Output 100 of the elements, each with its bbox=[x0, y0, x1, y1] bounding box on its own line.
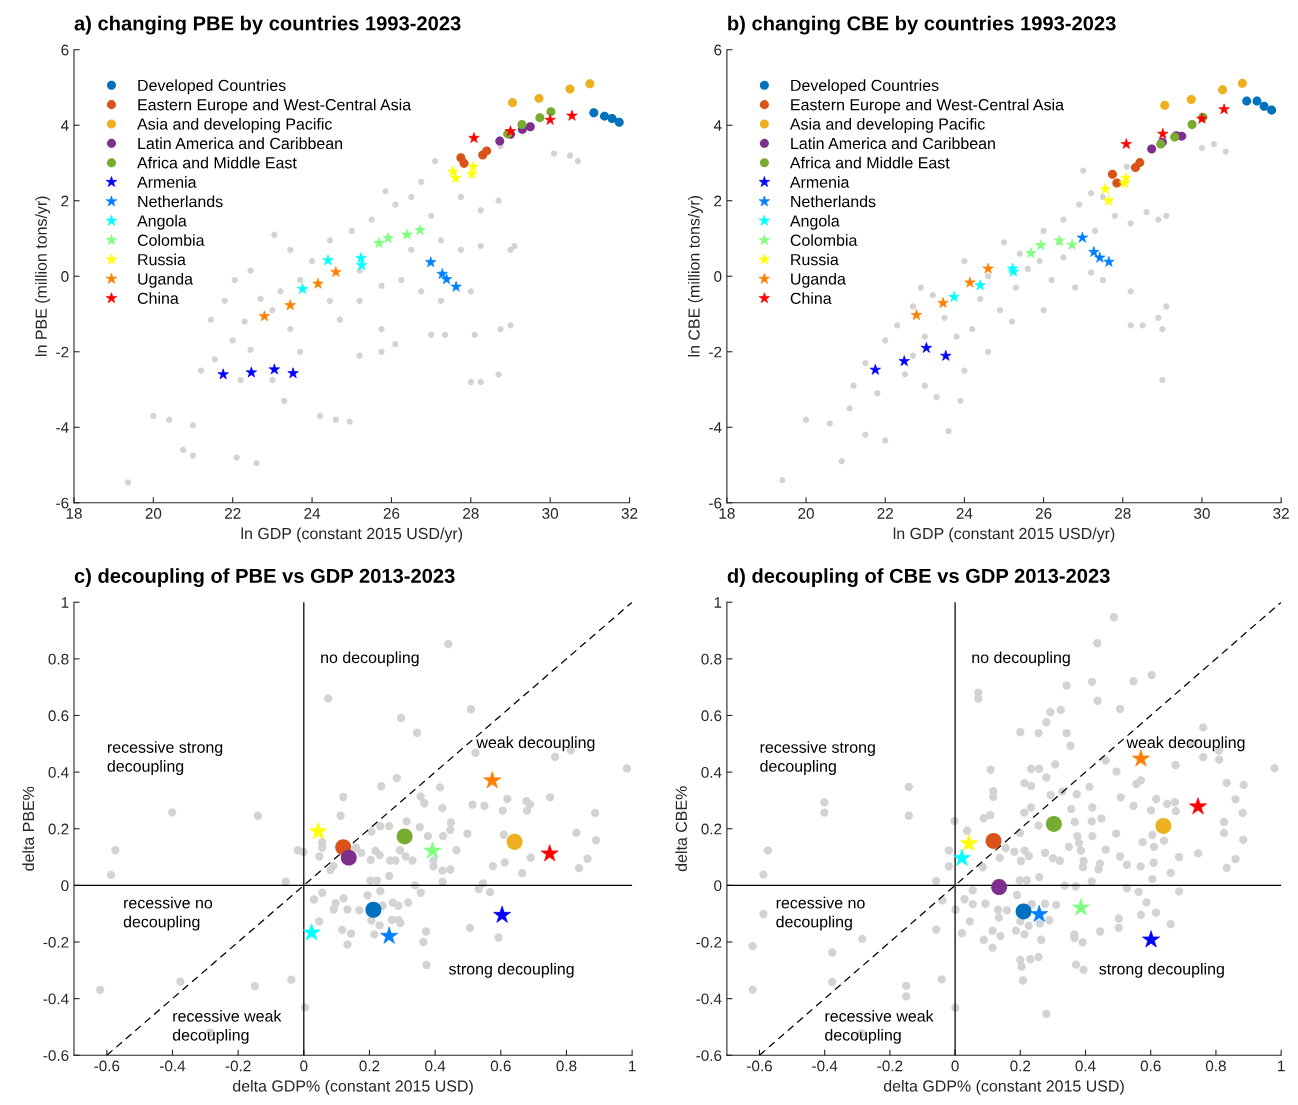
point bbox=[340, 849, 357, 866]
x-axis-title: delta GDP% (constant 2015 USD) bbox=[883, 1079, 1124, 1095]
point bbox=[535, 113, 545, 123]
x-tick-label: 20 bbox=[145, 508, 162, 519]
annotation: strong decoupling bbox=[448, 962, 574, 978]
x-tick-label: 32 bbox=[1273, 508, 1289, 519]
legend-label: Colombia bbox=[137, 234, 205, 246]
y-axis-title: delta PBE% bbox=[22, 786, 35, 871]
point bbox=[1160, 100, 1170, 110]
annotation: recessive strong decoupling bbox=[107, 741, 223, 775]
y-axis-title: ln CBE (million tons/yr) bbox=[687, 196, 703, 357]
legend-label: Colombia bbox=[790, 234, 858, 246]
legend-label: Armenia bbox=[789, 176, 850, 188]
y-tick-label: 2 bbox=[61, 195, 69, 207]
chart-title: c) decoupling of PBE vs GDP 2013-2023 bbox=[74, 568, 455, 588]
y-tick-label: 0.8 bbox=[701, 653, 722, 665]
y-tick-label: 0 bbox=[714, 880, 722, 892]
x-axis-title: ln GDP (constant 2015 USD/yr) bbox=[893, 527, 1115, 543]
legend-label: Eastern Europe and West-Central Asia bbox=[138, 98, 412, 114]
point bbox=[517, 119, 527, 129]
y-tick-label: 1 bbox=[61, 597, 69, 608]
point bbox=[600, 111, 610, 121]
x-tick-label: 0.6 bbox=[490, 1060, 511, 1072]
x-tick-label: 28 bbox=[1115, 508, 1131, 519]
x-tick-label: 20 bbox=[798, 508, 814, 519]
point bbox=[1015, 903, 1032, 920]
x-tick-label: 26 bbox=[383, 508, 400, 519]
y-tick-label: 0.4 bbox=[701, 766, 722, 778]
x-tick-label: 24 bbox=[304, 508, 321, 519]
y-tick-label: -0.4 bbox=[43, 993, 69, 1005]
legend-label: Netherlands bbox=[138, 195, 223, 208]
x-tick-label: 30 bbox=[1194, 508, 1210, 519]
y-tick-label: -2 bbox=[709, 346, 722, 358]
point bbox=[1237, 78, 1247, 88]
x-tick-label: 32 bbox=[621, 508, 638, 519]
y-tick-label: -0.2 bbox=[43, 936, 69, 948]
y-tick-label: 0 bbox=[61, 271, 69, 282]
x-tick-label: 26 bbox=[1035, 508, 1052, 519]
x-tick-label: 0.6 bbox=[1140, 1060, 1161, 1072]
x-tick-label: -0.2 bbox=[225, 1060, 251, 1072]
legend-label: Developed Countries bbox=[791, 79, 939, 95]
x-tick-label: 1 bbox=[1278, 1060, 1285, 1072]
point bbox=[1242, 96, 1252, 106]
legend-label: Eastern Europe and West-Central Asia bbox=[791, 98, 1064, 114]
point bbox=[607, 113, 617, 123]
legend-label: Netherlands bbox=[791, 195, 876, 208]
legend-label: Latin America and Caribbean bbox=[138, 137, 342, 150]
y-tick-label: -6 bbox=[709, 497, 722, 509]
annotation: weak decoupling bbox=[1126, 736, 1245, 752]
x-tick-label: 1 bbox=[629, 1060, 636, 1072]
x-tick-label: 0.8 bbox=[1205, 1060, 1226, 1072]
point bbox=[482, 146, 492, 156]
y-tick-label: 0.6 bbox=[701, 710, 722, 722]
y-tick-label: 0 bbox=[61, 880, 69, 892]
y-tick-label: 0.4 bbox=[48, 766, 69, 778]
x-tick-label: 24 bbox=[956, 508, 973, 519]
legend-label: Latin America and Caribbean bbox=[791, 137, 995, 150]
point bbox=[614, 117, 624, 127]
x-tick-label: -0.4 bbox=[812, 1060, 838, 1072]
x-tick-label: 0.4 bbox=[1075, 1060, 1096, 1072]
x-tick-label: 0.4 bbox=[425, 1060, 446, 1072]
legend-label: Russia bbox=[138, 253, 186, 266]
point bbox=[1187, 119, 1197, 129]
x-tick-label: -0.2 bbox=[877, 1060, 903, 1072]
chart-title: b) changing CBE by countries 1993-2023 bbox=[728, 15, 1116, 35]
point bbox=[1252, 96, 1262, 106]
point bbox=[589, 108, 599, 118]
point bbox=[585, 79, 595, 89]
legend-label: Russia bbox=[791, 253, 839, 266]
x-tick-label: 22 bbox=[224, 508, 241, 519]
annotation: recessive weak decoupling bbox=[825, 1010, 934, 1044]
annotation: no decoupling bbox=[972, 651, 1070, 667]
annotation: recessive no decoupling bbox=[123, 896, 213, 931]
point bbox=[534, 93, 544, 103]
annotation: recessive no decoupling bbox=[776, 896, 865, 931]
x-tick-label: -0.6 bbox=[94, 1060, 120, 1072]
point bbox=[985, 832, 1002, 849]
point bbox=[565, 84, 575, 94]
legend-label: Developed Countries bbox=[138, 79, 286, 95]
y-tick-label: -2 bbox=[56, 346, 69, 358]
y-tick-label: -0.6 bbox=[696, 1050, 722, 1061]
y-tick-label: 1 bbox=[714, 597, 722, 608]
point bbox=[1259, 101, 1269, 111]
legend-label: China bbox=[137, 292, 179, 304]
y-tick-label: 0.8 bbox=[48, 653, 69, 665]
point bbox=[459, 158, 469, 168]
y-tick-label: 4 bbox=[60, 120, 69, 131]
legend-label: Africa and Middle East bbox=[137, 156, 297, 169]
legend-label: Armenia bbox=[137, 176, 197, 188]
legend-label: Asia and developing Pacific bbox=[137, 118, 332, 133]
point bbox=[991, 879, 1008, 896]
chart-title: a) changing PBE by countries 1993-2023 bbox=[74, 15, 461, 35]
x-tick-label: 30 bbox=[542, 508, 559, 519]
x-axis-title: ln GDP (constant 2015 USD/yr) bbox=[241, 527, 463, 543]
y-tick-label: -0.2 bbox=[696, 936, 722, 948]
annotation: recessive weak decoupling bbox=[172, 1010, 282, 1044]
chart-title: d) decoupling of CBE vs GDP 2013-2023 bbox=[727, 568, 1110, 588]
point bbox=[365, 901, 382, 918]
x-axis-title: delta GDP% (constant 2015 USD) bbox=[233, 1079, 473, 1095]
x-tick-label: 0.8 bbox=[556, 1060, 577, 1072]
